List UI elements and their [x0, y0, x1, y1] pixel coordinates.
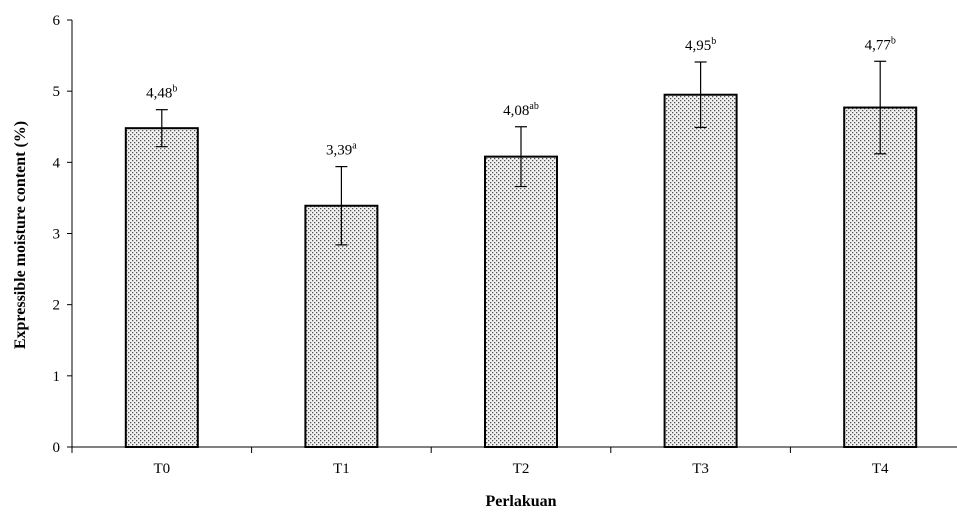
significance-letter: a	[352, 141, 357, 152]
data-label: 4,77b	[865, 35, 896, 53]
x-tick-label: T4	[872, 461, 889, 477]
x-axis: T0 T1 T2 T3 T4	[71, 446, 957, 477]
data-label: 4,95b	[685, 36, 716, 54]
significance-letter: ab	[529, 101, 538, 112]
y-tick-label: 0	[53, 440, 61, 456]
x-tick-label: T1	[333, 461, 350, 477]
bars-group	[124, 93, 918, 448]
x-tick-label: T3	[692, 461, 709, 477]
x-tick-label: T0	[153, 461, 170, 477]
x-axis-title: Perlakuan	[485, 493, 556, 510]
bar-t0	[124, 127, 199, 448]
y-axis-title: Expressible moisture content (%)	[12, 121, 29, 349]
bar-t4	[843, 106, 918, 448]
y-tick-label: 5	[53, 84, 61, 100]
data-labels-group: 4,48b 3,39a 4,08ab 4,95b 4,77b	[146, 35, 896, 158]
y-tick-label: 3	[53, 227, 61, 243]
data-label: 4,48b	[146, 84, 177, 102]
significance-letter: b	[711, 36, 716, 47]
bar-t2	[484, 155, 558, 448]
y-tick-label: 1	[53, 369, 61, 385]
y-tick-label: 6	[53, 13, 61, 29]
significance-letter: b	[891, 35, 896, 46]
x-tick-label: T2	[513, 461, 530, 477]
data-label: 4,08ab	[503, 101, 539, 119]
y-tick-label: 2	[53, 298, 61, 314]
significance-letter: b	[172, 84, 177, 95]
bar-t3	[663, 93, 738, 448]
error-bars-group	[155, 60, 887, 246]
data-label: 3,39a	[326, 141, 357, 159]
y-axis: 0 1 2 3 4 5 6	[53, 13, 73, 456]
y-tick-label: 4	[53, 155, 61, 171]
bar-t1	[304, 204, 379, 448]
